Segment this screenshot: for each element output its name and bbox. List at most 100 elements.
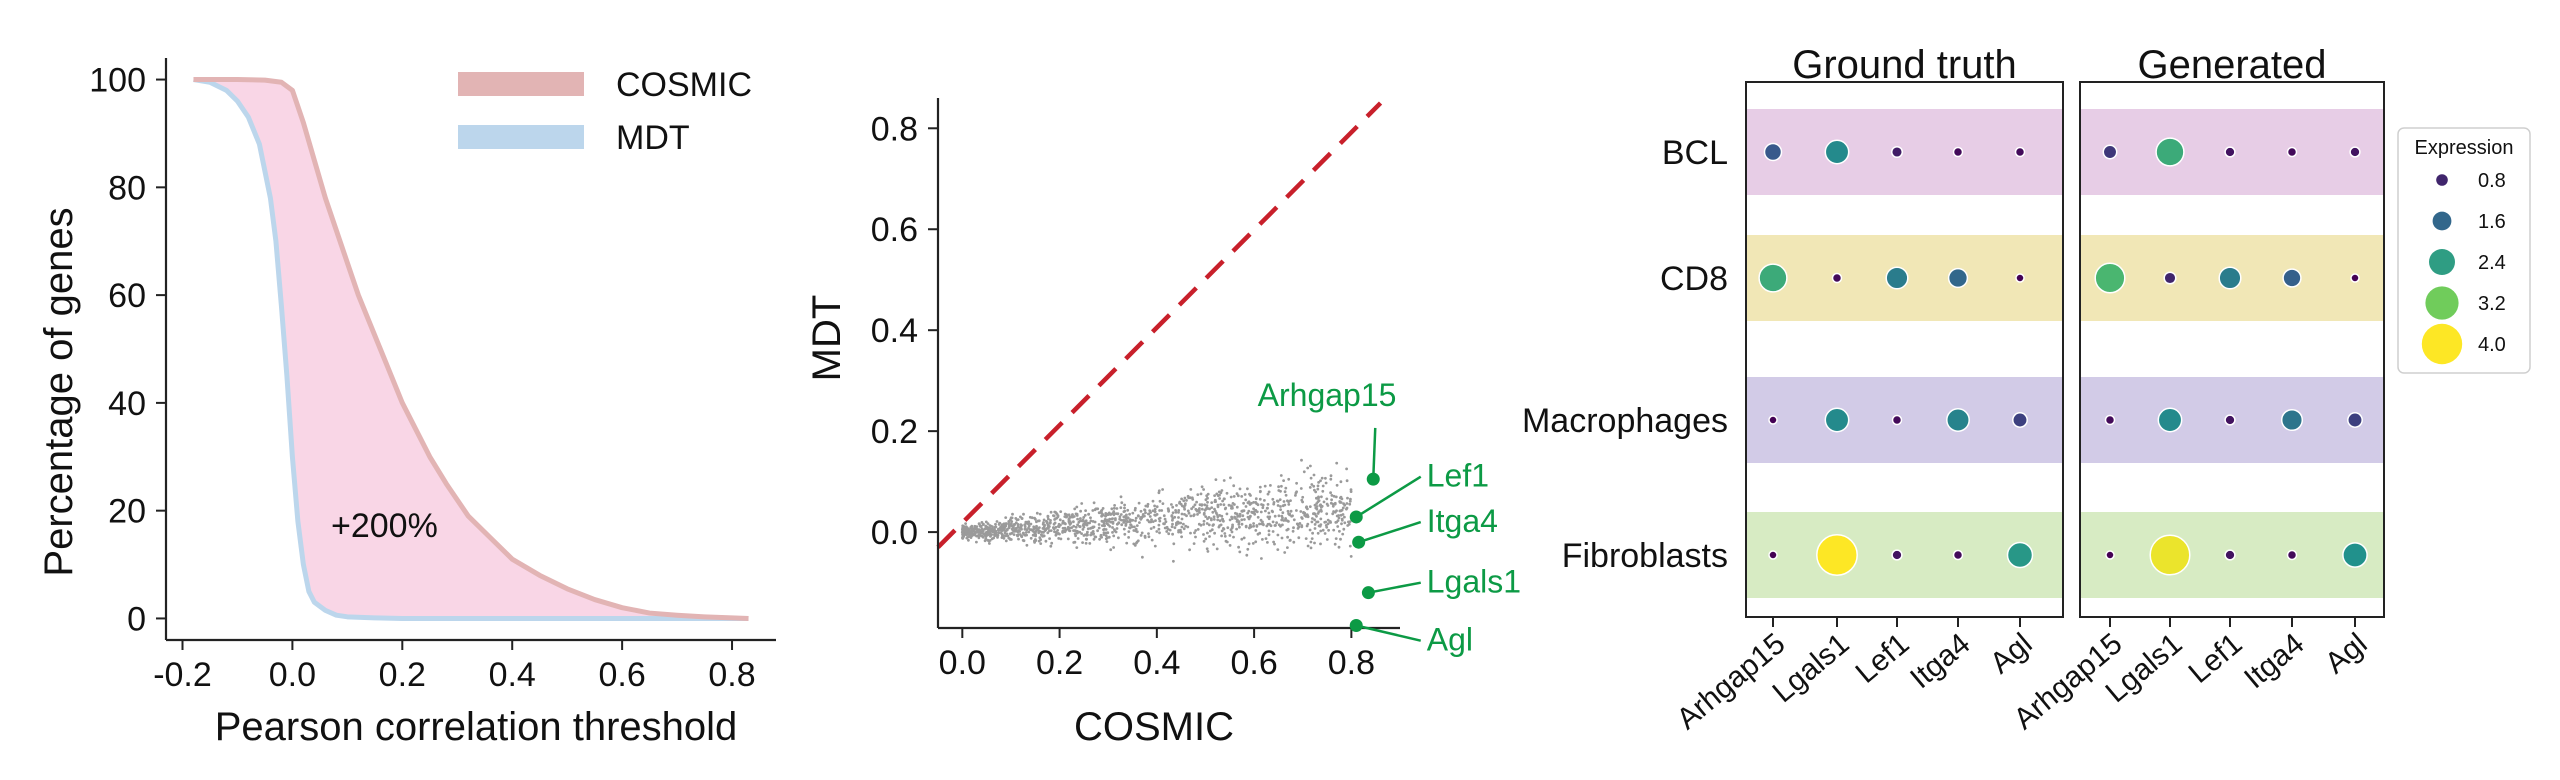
scatter-point [1308,528,1312,532]
scatter-point [1248,515,1252,519]
scatter-point [1235,492,1239,496]
scatter-point [1336,519,1340,522]
dot [2342,542,2368,568]
y-tick-label: 20 [108,493,146,531]
scatter-point [1151,520,1155,523]
scatter-point [1129,518,1132,522]
scatter-point [1269,484,1272,487]
scatter-point [1289,499,1292,502]
scatter-point [1014,526,1018,530]
scatter-point [1216,518,1220,522]
scatter-point [1297,536,1301,540]
scatter-point [1335,483,1339,487]
scatter-point [1325,525,1329,529]
scatter-point [1022,512,1025,516]
legend-swatch-mdt [458,125,584,149]
legend-dot [2425,286,2459,320]
scatter-point [1313,541,1316,545]
gene-label-lgals1: Lgals1 [1427,564,1521,600]
scatter-point [1232,495,1236,498]
scatter-point [1246,487,1249,491]
scatter-point [1349,497,1352,501]
scatter-point [1007,525,1011,528]
scatter-point [1037,529,1041,533]
scatter-point [1157,527,1161,531]
scatter-point [1289,509,1293,513]
scatter-point [1153,544,1157,548]
scatter-point [1200,503,1204,507]
scatter-point [1238,550,1242,554]
scatter-point [1282,519,1286,522]
scatter-point [1187,511,1191,515]
scatter-point [1131,518,1135,522]
scatter-point [1277,489,1281,492]
scatter-point [1213,494,1216,497]
scatter-point [984,537,988,540]
scatter-point [1246,501,1250,505]
scatter-point [1103,524,1106,528]
scatter-point [1085,537,1088,541]
scatter-point [1290,514,1293,518]
gene-point-lgals1 [1361,586,1375,600]
legend-dot [2421,323,2463,365]
scatter-point [1163,517,1167,521]
scatter-point [1236,494,1240,498]
scatter-point [1204,515,1208,518]
scatter-point [1222,503,1226,507]
scatter-point [1325,502,1329,506]
scatter-point [1282,500,1286,503]
scatter-point [1223,507,1227,511]
gene-point-itga4 [1352,535,1366,549]
scatter-point [1295,481,1298,485]
scatter-point [1240,518,1244,522]
scatter-point [1023,525,1027,528]
scatter-point [1110,517,1114,521]
scatter-point [1097,523,1101,526]
dot [2105,550,2115,560]
scatter-point [1346,496,1349,500]
scatter-point [1175,504,1178,507]
scatter-point [1294,494,1297,497]
dot [2218,266,2242,290]
scatter-point [1000,532,1004,536]
scatter-point [1017,529,1021,532]
scatter-point [1308,486,1312,489]
scatter-point [1228,534,1232,537]
scatter-point [1040,530,1044,534]
scatter-point [1220,529,1224,533]
legend-dot [2432,211,2452,231]
scatter-point [1066,537,1070,541]
scatter-point [1135,541,1138,545]
scatter-point [1153,504,1156,508]
scatter-point [1338,529,1341,533]
scatter-point [1085,533,1089,537]
scatter-point [1165,530,1169,533]
scatter-point [1291,529,1295,533]
scatter-point [1144,504,1148,508]
series-line-mdt [193,77,749,621]
dot [2155,137,2185,167]
scatter-point [1147,520,1151,524]
scatter-point [1150,538,1154,542]
scatter-point [1235,505,1239,509]
scatter-point [1335,461,1339,465]
scatter-point [1337,516,1341,520]
scatter-point [1279,474,1283,477]
scatter-point [1279,505,1282,508]
scatter-point [1192,505,1195,509]
scatter-point [1220,514,1224,518]
legend-swatch-cosmic [458,72,584,96]
dot [2015,273,2025,283]
scatter-point [1106,523,1110,527]
scatter-point [1180,497,1183,501]
scatter-point [1235,527,1238,531]
scatter-point [990,537,994,541]
scatter-point [1038,536,1042,540]
scatter-point [998,521,1001,525]
scatter-point [1284,493,1288,497]
scatter-point [1206,500,1209,504]
gap-fill [193,79,749,619]
scatter-point [1317,481,1320,484]
x-tick-label: 0.8 [708,656,755,694]
dot [2282,268,2302,288]
